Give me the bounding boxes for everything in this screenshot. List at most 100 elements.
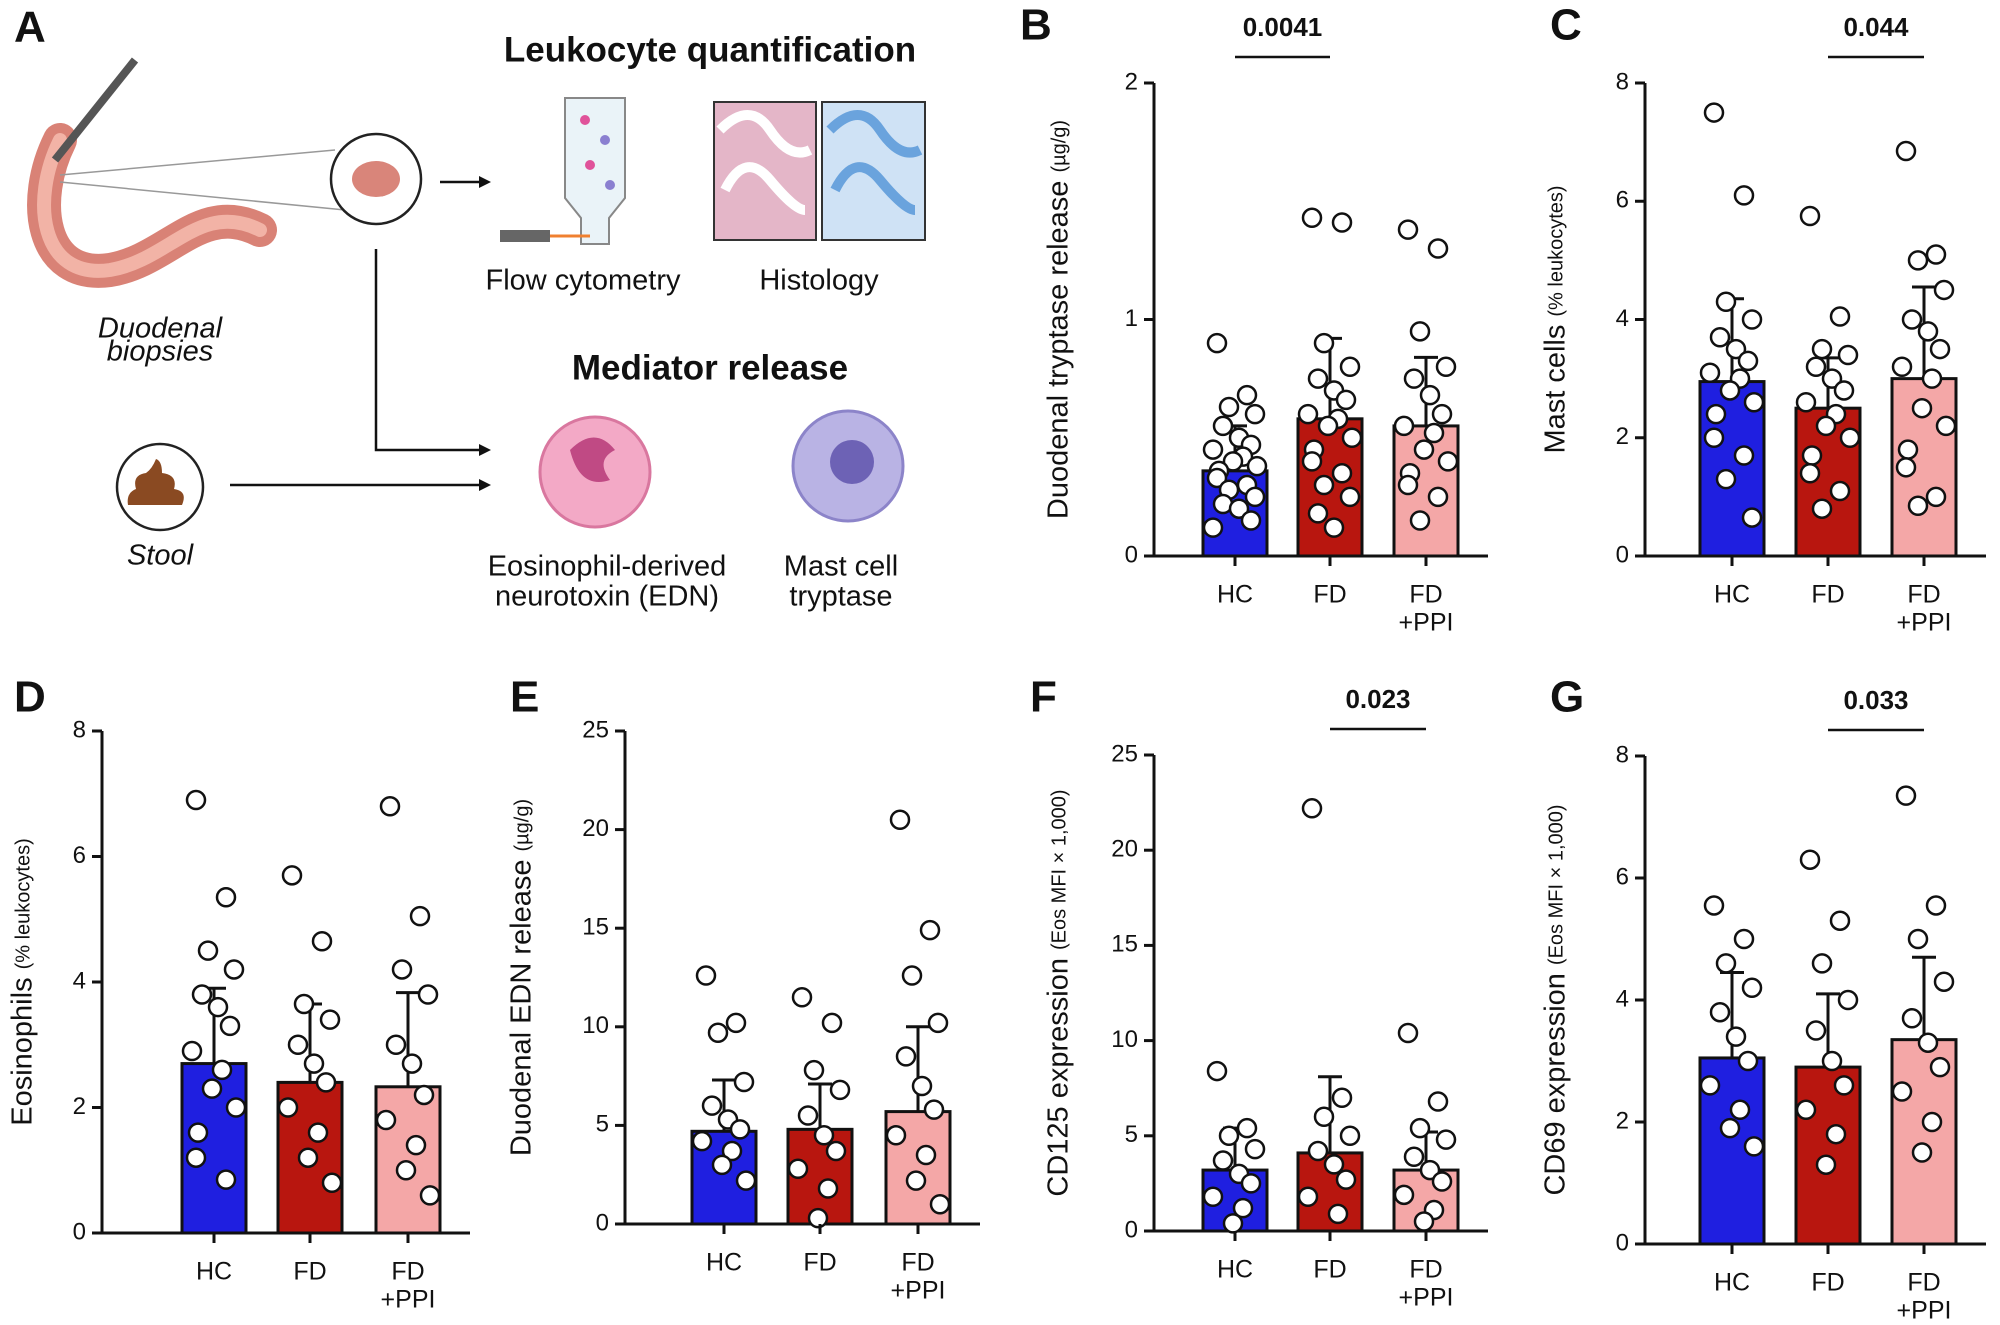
- data-point: [287, 1034, 309, 1055]
- data-point: [1733, 445, 1755, 466]
- forceps: [51, 57, 139, 163]
- data-point: [1715, 291, 1737, 313]
- p-value: 0.033: [1843, 685, 1908, 715]
- y-tick-label: 5: [1125, 1121, 1138, 1148]
- data-point: [1397, 474, 1419, 496]
- y-tick-label: 8: [1616, 741, 1629, 768]
- x-tick-label: FD: [1907, 581, 1940, 609]
- data-point: [813, 1125, 835, 1146]
- data-point: [1811, 338, 1833, 360]
- data-point: [1212, 415, 1234, 437]
- data-point: [1339, 356, 1361, 378]
- data-point: [817, 1178, 839, 1199]
- data-point: [1244, 486, 1266, 508]
- data-point: [1393, 1184, 1415, 1206]
- y-axis-title: Mast cells: [1540, 325, 1572, 454]
- y-tick-label: 8: [1616, 68, 1629, 95]
- data-point: [1709, 1001, 1731, 1023]
- data-point: [895, 1046, 917, 1067]
- data-point: [1719, 380, 1741, 401]
- data-point: [1323, 517, 1345, 538]
- arrow: [374, 249, 485, 452]
- y-tick-label: 4: [73, 967, 86, 994]
- data-point: [1815, 415, 1837, 437]
- y-tick-label: 20: [1111, 836, 1138, 863]
- panel-letter: D: [14, 673, 46, 722]
- panel-letter: F: [1030, 673, 1057, 722]
- data-point: [187, 1122, 209, 1143]
- y-axis-unit: (µg/g): [511, 799, 533, 852]
- data-point: [1901, 309, 1923, 330]
- error-bar: [906, 1025, 930, 1112]
- y-axis-title: Eosinophils: [7, 977, 39, 1125]
- data-point: [701, 1095, 723, 1116]
- data-point: [315, 1072, 337, 1093]
- x-tick-label: +PPI: [1399, 1284, 1454, 1312]
- data-point: [1805, 356, 1827, 378]
- x-tick-label: +PPI: [1897, 1297, 1952, 1325]
- data-point: [1833, 1075, 1855, 1096]
- data-point: [207, 996, 229, 1018]
- p-value: 0.0041: [1243, 12, 1323, 42]
- data-point: [375, 1109, 397, 1131]
- data-point: [825, 1140, 847, 1162]
- data-point: [1929, 1056, 1951, 1078]
- data-point: [303, 1053, 325, 1074]
- data-point: [1409, 321, 1431, 342]
- x-tick-label: FD: [1907, 1269, 1940, 1297]
- x-tick-label: FD: [391, 1258, 424, 1286]
- data-point: [1811, 498, 1833, 519]
- data-point: [1741, 507, 1763, 528]
- y-tick-label: 8: [73, 716, 86, 743]
- y-tick-label: 20: [582, 815, 609, 842]
- y-tick-label: 0: [596, 1209, 609, 1236]
- data-point: [1341, 427, 1363, 448]
- data-point: [1409, 510, 1431, 531]
- data-point: [1397, 1022, 1419, 1044]
- y-tick-label: 1: [1125, 305, 1138, 332]
- data-point: [1218, 1125, 1240, 1147]
- x-tick-label: HC: [1714, 1269, 1750, 1297]
- cell-dot: [605, 180, 615, 190]
- data-point: [1833, 380, 1855, 401]
- y-tick-label: 0: [1616, 1229, 1629, 1256]
- section-title: Leukocyte quantification: [504, 30, 916, 69]
- data-point: [1437, 451, 1459, 472]
- data-point: [1202, 1186, 1224, 1207]
- sample-label: Stool: [127, 540, 195, 572]
- y-tick-label: 6: [73, 842, 86, 869]
- data-point: [1737, 350, 1759, 372]
- data-point: [1206, 467, 1228, 489]
- data-point: [927, 1012, 949, 1034]
- data-point: [1301, 207, 1323, 229]
- data-point: [1419, 384, 1441, 406]
- data-point: [1307, 1140, 1329, 1162]
- data-point: [185, 1147, 207, 1168]
- data-point: [409, 905, 431, 927]
- data-point: [1933, 971, 1955, 992]
- biopsy-tissue: [352, 161, 400, 197]
- data-point: [1725, 1026, 1747, 1047]
- data-point: [1815, 1154, 1837, 1175]
- cell-dot: [600, 135, 610, 145]
- data-point: [1917, 321, 1939, 342]
- arrowhead: [479, 479, 491, 491]
- data-point: [729, 1119, 751, 1140]
- data-point: [1799, 205, 1821, 227]
- data-point: [1811, 953, 1833, 974]
- x-tick-label: FD: [293, 1258, 326, 1286]
- mediator-label: tryptase: [789, 581, 892, 613]
- data-point: [215, 1169, 237, 1190]
- y-tick-label: 2: [1616, 423, 1629, 450]
- data-point: [1821, 1050, 1843, 1072]
- data-point: [1733, 185, 1755, 206]
- arrowhead: [479, 444, 491, 456]
- data-point: [1729, 1099, 1751, 1121]
- x-tick-label: HC: [196, 1258, 232, 1286]
- data-point: [185, 789, 207, 811]
- data-point: [1911, 397, 1933, 419]
- data-point: [1837, 344, 1859, 366]
